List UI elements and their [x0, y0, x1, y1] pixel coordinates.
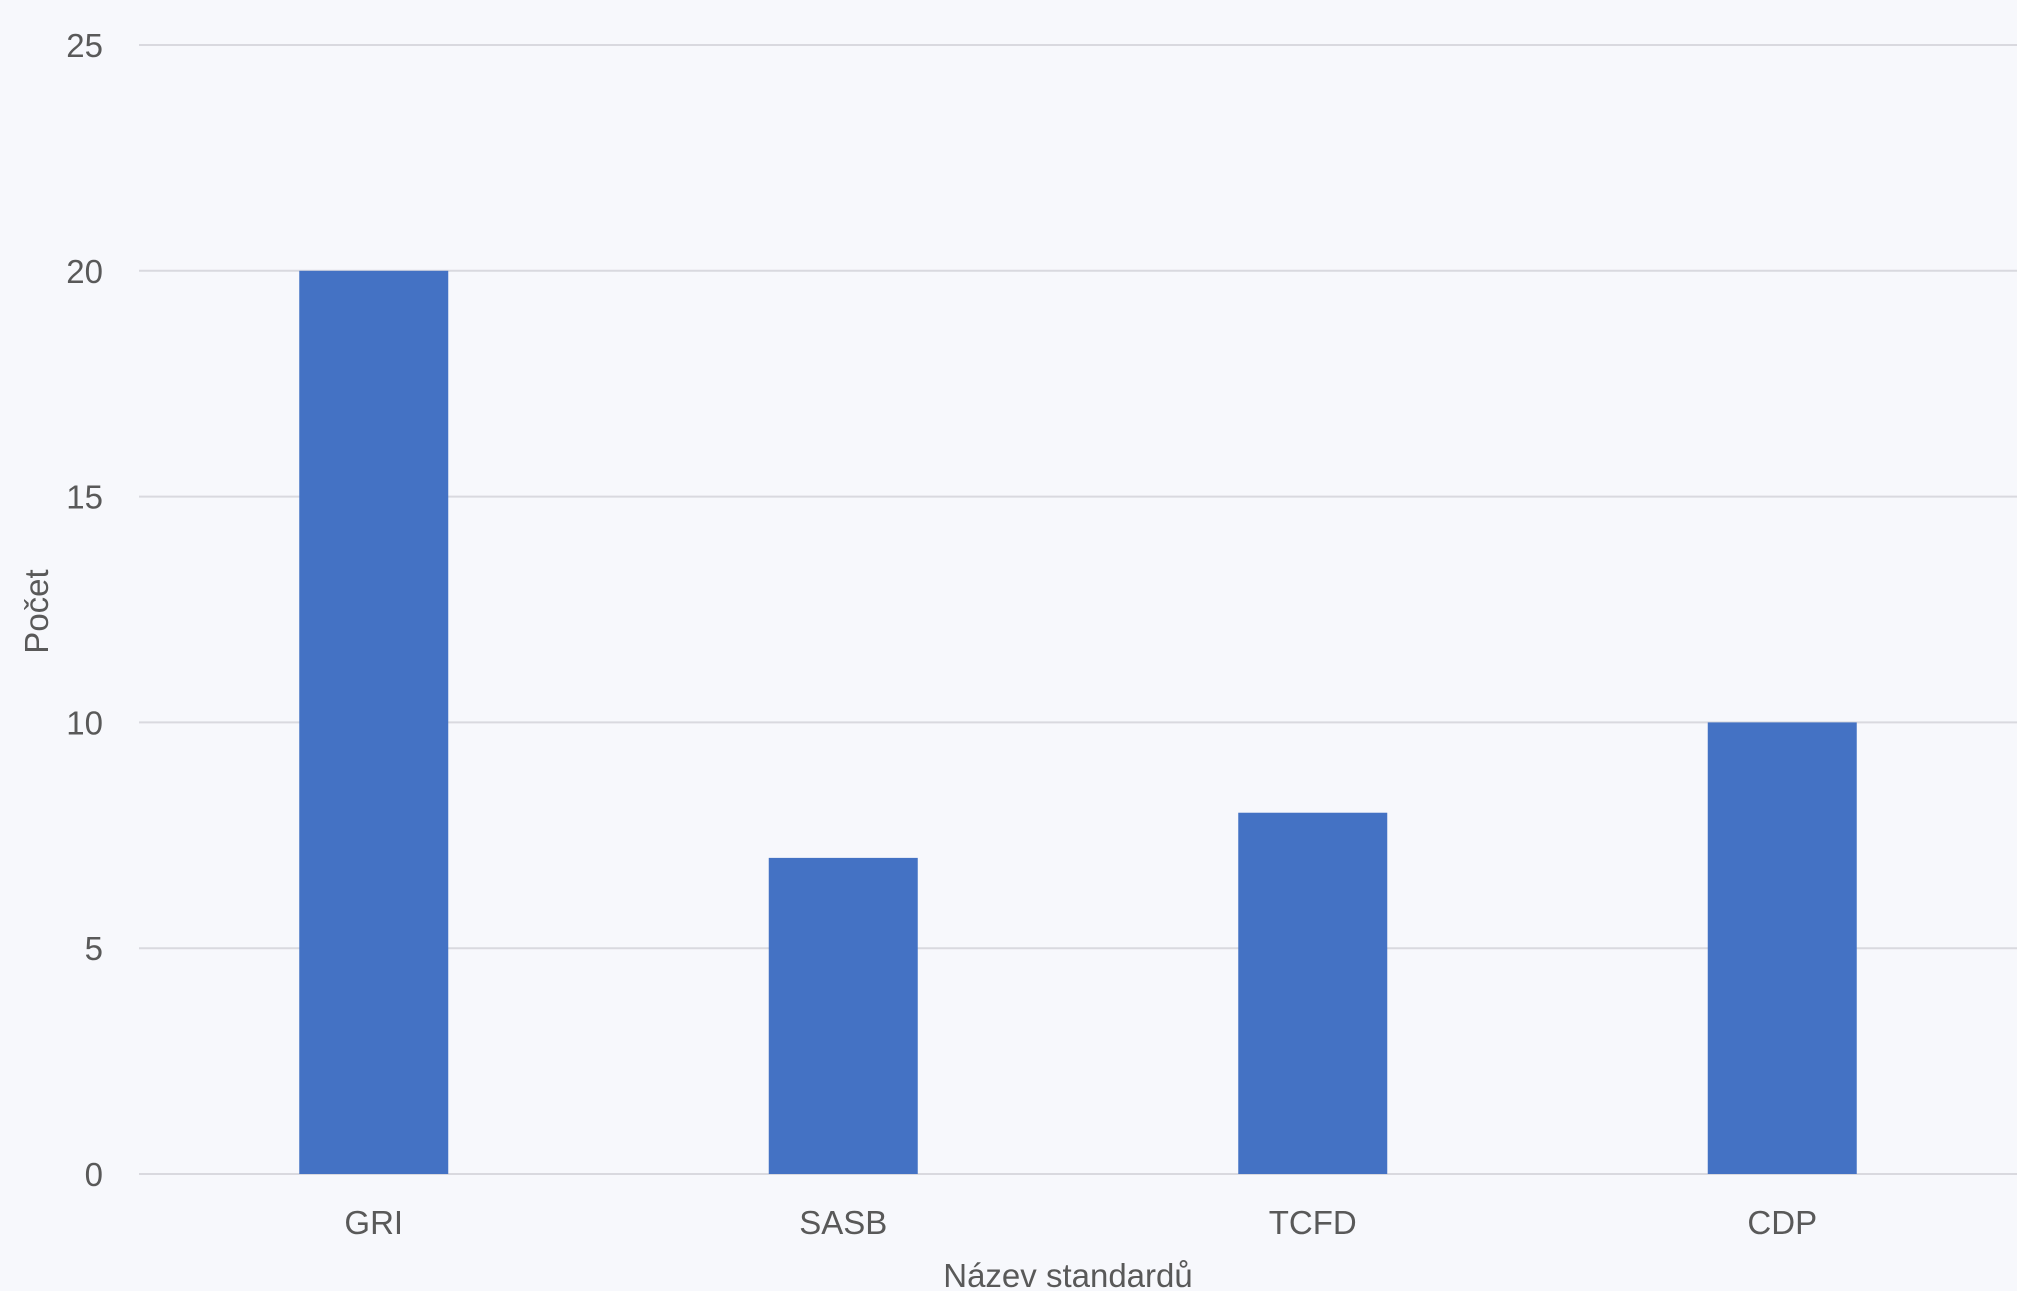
- x-axis-ticks: GRI SASB TCFD CDP: [344, 1204, 1817, 1241]
- bars: [299, 270, 1857, 1174]
- y-tick-label: 5: [85, 930, 103, 967]
- bar-gri: [299, 270, 449, 1174]
- bar-cdp: [1707, 722, 1857, 1174]
- x-tick-label-sasb: SASB: [799, 1204, 887, 1241]
- y-tick-label: 20: [66, 253, 103, 290]
- y-axis-title: Počet: [18, 569, 55, 653]
- x-tick-label-tcfd: TCFD: [1269, 1204, 1357, 1241]
- x-axis-title: Název standardů: [943, 1257, 1192, 1291]
- y-tick-label: 25: [66, 27, 103, 64]
- x-tick-label-cdp: CDP: [1747, 1204, 1817, 1241]
- gridlines: [139, 44, 2017, 1175]
- y-axis-ticks: 0 5 10 15 20 25: [66, 27, 103, 1193]
- x-tick-label-gri: GRI: [344, 1204, 403, 1241]
- bar-sasb: [768, 857, 918, 1174]
- y-tick-label: 0: [85, 1156, 103, 1193]
- y-tick-label: 15: [66, 479, 103, 516]
- y-tick-label: 10: [66, 704, 103, 741]
- bar-tcfd: [1238, 812, 1388, 1174]
